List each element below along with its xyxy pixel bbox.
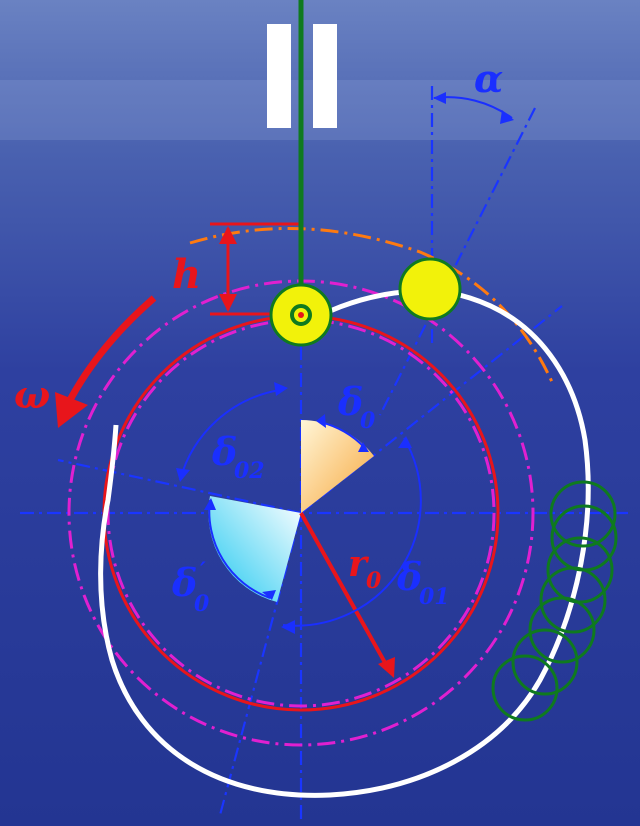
lift-dimension-arrowheads [219, 226, 237, 312]
arc-delta01 [282, 437, 422, 627]
label-delta01: δ 01 [396, 554, 450, 610]
label-h: h [172, 251, 201, 298]
roller-ghost [549, 480, 617, 548]
svg-text:0: 0 [360, 408, 376, 434]
label-delta0-prime: δ 0 ′ [171, 558, 210, 617]
arc-delta0-prime [208, 499, 271, 599]
roller-current [269, 283, 333, 347]
roller-ghost [511, 628, 579, 696]
svg-text:0: 0 [366, 568, 382, 594]
label-delta02: δ 02 [211, 429, 265, 484]
label-delta0: δ 0 [337, 379, 376, 434]
svg-text:δ: δ [337, 379, 363, 424]
arc-arrowheads [176, 92, 514, 634]
radius-arrow [299, 512, 395, 678]
sector-delta0-prime [208, 496, 301, 602]
radial-line-lower [218, 512, 303, 816]
svg-text:δ: δ [171, 560, 197, 605]
pause-icon[interactable] [267, 24, 337, 128]
svg-text:01: 01 [419, 584, 450, 610]
roller-ghost [491, 654, 559, 722]
follower-trace-arc [189, 226, 554, 383]
label-r0: r 0 [348, 543, 382, 594]
roller-ghost [539, 566, 607, 634]
roller-positions [491, 480, 618, 722]
sector-delta0 [301, 420, 374, 513]
roller-offset [398, 257, 462, 321]
cam-profile [98, 288, 591, 798]
label-omega: ω [14, 372, 50, 417]
svg-text:δ: δ [211, 429, 237, 474]
svg-text:δ: δ [396, 554, 422, 599]
arc-delta02 [179, 389, 281, 481]
svg-text:r: r [348, 543, 370, 585]
svg-text:0: 0 [194, 591, 210, 617]
roller-ghost [528, 596, 596, 664]
pressure-angle-line [379, 107, 536, 416]
svg-text:′: ′ [200, 558, 206, 584]
label-alpha: α [474, 56, 503, 101]
svg-text:02: 02 [234, 458, 265, 484]
rotation-arrow-icon [55, 295, 157, 428]
